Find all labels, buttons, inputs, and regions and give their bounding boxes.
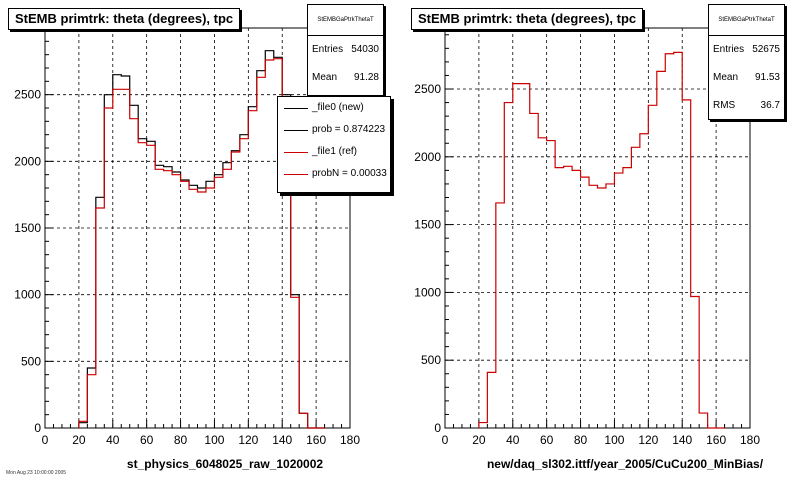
stats-mean-row: Mean 91.53: [709, 64, 784, 92]
x-tick-label: 60: [540, 433, 554, 447]
legend-entry: _file0 (new): [278, 97, 390, 119]
stats-rms-label: RMS: [713, 100, 736, 111]
y-tick-label: 1000: [414, 285, 441, 299]
y-tick-label: 2000: [14, 154, 41, 168]
stats-mean-row: Mean 91.28: [308, 64, 383, 92]
stats-rms-value: 36.7: [760, 100, 780, 111]
x-tick-label: 100: [204, 433, 224, 447]
x-tick-label: 160: [706, 433, 726, 447]
legend-label: prob = 0.874223: [312, 124, 386, 135]
x-tick-label: 120: [238, 433, 258, 447]
legend-left: _file0 (new) prob = 0.874223 _file1 (ref…: [277, 96, 391, 193]
legend-swatch: [284, 152, 308, 153]
legend-swatch: [284, 130, 308, 131]
x-tick-label: 100: [604, 433, 624, 447]
x-tick-label: 180: [340, 433, 360, 447]
x-tick-label: 40: [106, 433, 120, 447]
x-axis-label: new/daq_sl302.ittf/year_2005/CuCu200_Min…: [487, 457, 764, 471]
y-tick-label: 500: [21, 354, 41, 368]
x-tick-label: 180: [740, 433, 760, 447]
stats-mean-label: Mean: [713, 72, 739, 83]
series-line: [78, 50, 325, 429]
y-tick-label: 2000: [414, 150, 441, 164]
stats-entries-label: Entries: [312, 44, 344, 55]
y-tick-label: 0: [434, 421, 441, 435]
stats-mean-label: Mean: [312, 72, 338, 83]
y-tick-label: 1500: [414, 218, 441, 232]
stats-name: StEMBGaPtrkThetaT: [308, 5, 383, 36]
legend-swatch: [284, 174, 308, 175]
x-tick-label: 0: [42, 433, 49, 447]
stats-rms-row: RMS 36.7: [709, 92, 784, 120]
legend-entry: probN = 0.00033: [278, 163, 390, 185]
y-tick-label: 500: [421, 353, 441, 367]
x-tick-label: 80: [174, 433, 188, 447]
legend-entry: _file1 (ref): [278, 141, 390, 163]
stats-box-left: StEMBGaPtrkThetaT Entries 54030 Mean 91.…: [307, 4, 384, 96]
legend-label: _file0 (new): [312, 102, 364, 113]
chart-title-right: StEMB primtrk: theta (degrees), tpc: [411, 8, 644, 30]
stats-box-right: StEMBGaPtrkThetaT Entries 52675 Mean 91.…: [708, 4, 785, 120]
legend-label: _file1 (ref): [312, 146, 358, 157]
plot-frame: [444, 27, 751, 429]
legend-swatch: [284, 108, 308, 109]
series-line: [478, 51, 725, 429]
stats-entries-value: 54030: [351, 44, 379, 55]
stats-entries-row: Entries 52675: [709, 36, 784, 64]
x-tick-label: 60: [140, 433, 154, 447]
x-axis-label: st_physics_6048025_raw_1020002: [127, 457, 323, 471]
stats-name: StEMBGaPtrkThetaT: [709, 5, 784, 36]
legend-entry: prob = 0.874223: [278, 119, 390, 141]
x-tick-label: 40: [506, 433, 520, 447]
series-line: [78, 58, 325, 429]
stats-mean-value: 91.53: [754, 72, 780, 83]
x-tick-label: 80: [574, 433, 588, 447]
x-tick-label: 0: [442, 433, 449, 447]
stats-mean-value: 91.28: [353, 72, 379, 83]
histogram-left: 0 20 40 60 80 100 120 140 160 180 0 500 1000 1500 2000…: [14, 27, 360, 471]
y-tick-label: 0: [34, 421, 41, 435]
stats-entries-label: Entries: [713, 44, 745, 55]
y-tick-label: 1500: [14, 221, 41, 235]
x-tick-label: 20: [472, 433, 486, 447]
y-tick-label: 2500: [414, 82, 441, 96]
y-tick-label: 1000: [14, 288, 41, 302]
x-tick-label: 20: [72, 433, 86, 447]
x-tick-label: 120: [638, 433, 658, 447]
x-tick-label: 140: [272, 433, 292, 447]
stats-entries-value: 52675: [752, 44, 780, 55]
chart-title-left: StEMB primtrk: theta (degrees), tpc: [8, 8, 241, 30]
x-tick-label: 140: [672, 433, 692, 447]
legend-label: probN = 0.00033: [312, 168, 387, 179]
y-tick-label: 2500: [14, 88, 41, 102]
timestamp-footer: Mon Aug 23 10:00:00 2005: [6, 470, 67, 476]
stats-entries-row: Entries 54030: [308, 36, 383, 64]
x-tick-label: 160: [306, 433, 326, 447]
